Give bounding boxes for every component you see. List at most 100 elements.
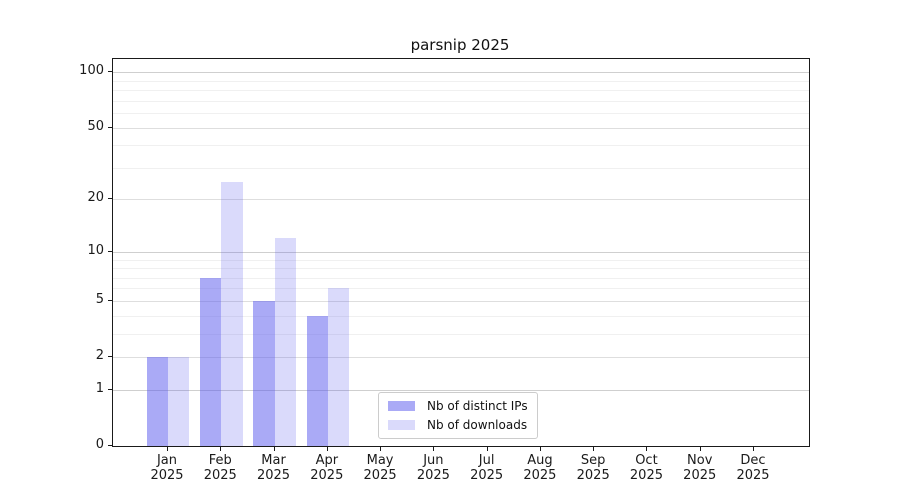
gridline-minor-40 <box>113 145 809 147</box>
y-tick-label-20: 20 <box>87 190 104 206</box>
x-tick-apr <box>326 447 328 451</box>
bar-nb-of-downloads-jan <box>168 357 190 446</box>
x-tick-label-year: 2025 <box>683 468 717 483</box>
y-tick-10 <box>108 250 112 252</box>
x-tick-jan <box>167 447 168 451</box>
gridline-10 <box>113 251 809 253</box>
x-tick-label-year: 2025 <box>310 468 344 483</box>
plot-area: Nb of distinct IPs Nb of downloads <box>112 58 810 447</box>
x-tick-label-month: Apr <box>315 453 339 468</box>
x-tick-label-year: 2025 <box>629 468 663 483</box>
x-tick-label-month: Oct <box>635 453 658 468</box>
x-tick-label-nov: Nov 2025 <box>660 453 740 483</box>
x-tick-feb <box>220 447 222 451</box>
gridline-minor-4 <box>113 315 809 317</box>
chart-title: parsnip 2025 <box>410 36 510 54</box>
x-tick-mar <box>273 447 275 451</box>
gridline-minor-9 <box>113 259 809 261</box>
gridline-minor-6 <box>113 288 809 290</box>
x-tick-label-year: 2025 <box>523 468 557 483</box>
x-tick-label-jul: Jul 2025 <box>447 453 527 483</box>
y-tick-5 <box>108 299 112 301</box>
y-tick-label-100: 100 <box>79 63 104 79</box>
gridline-2 <box>113 357 809 359</box>
gridline-minor-60 <box>113 113 809 115</box>
gridline-minor-70 <box>113 100 809 102</box>
y-tick-2 <box>108 356 112 358</box>
gridline-minor-30 <box>113 167 809 169</box>
x-tick-aug <box>539 447 541 451</box>
bar-nb-of-distinct-ips-apr <box>306 315 328 446</box>
x-tick-label-year: 2025 <box>150 468 184 483</box>
x-tick-label-month: Jul <box>478 453 495 468</box>
legend-label-downloads: Nb of downloads <box>427 418 528 432</box>
legend-label-distinct-ips: Nb of distinct IPs <box>427 399 528 413</box>
x-tick-label-aug: Aug 2025 <box>500 453 580 483</box>
x-tick-label-month: Nov <box>687 453 713 468</box>
x-tick-label-year: 2025 <box>576 468 610 483</box>
x-tick-may <box>380 447 382 451</box>
x-tick-label-month: Feb <box>208 453 232 468</box>
legend-swatch-distinct-ips <box>388 401 415 411</box>
bar-nb-of-distinct-ips-jan <box>146 357 168 446</box>
gridline-20 <box>113 199 809 201</box>
x-tick-jun <box>433 447 435 451</box>
x-tick-label-month: Dec <box>740 453 766 468</box>
x-tick-label-may: May 2025 <box>340 453 420 483</box>
x-tick-nov <box>699 447 701 451</box>
legend: Nb of distinct IPs Nb of downloads <box>378 392 538 439</box>
gridline-minor-80 <box>113 90 809 92</box>
y-tick-0 <box>108 445 112 446</box>
y-tick-50 <box>108 126 112 128</box>
y-tick-100 <box>108 71 112 73</box>
y-tick-label-5: 5 <box>95 291 104 307</box>
gridline-minor-90 <box>113 80 809 82</box>
x-tick-label-month: Mar <box>261 453 286 468</box>
x-tick-label-year: 2025 <box>416 468 450 483</box>
x-tick-label-jan: Jan 2025 <box>127 453 207 483</box>
y-tick-label-10: 10 <box>87 242 104 258</box>
x-tick-label-oct: Oct 2025 <box>606 453 686 483</box>
gridline-minor-7 <box>113 277 809 279</box>
x-tick-label-month: Jan <box>156 453 178 468</box>
x-tick-label-apr: Apr 2025 <box>287 453 367 483</box>
x-tick-sep <box>593 447 595 451</box>
gridline-100 <box>113 72 809 74</box>
gridline-minor-3 <box>113 333 809 335</box>
legend-row-distinct-ips: Nb of distinct IPs <box>388 399 528 413</box>
x-tick-label-month: Jun <box>423 453 444 468</box>
x-tick-label-year: 2025 <box>363 468 397 483</box>
y-tick-label-0: 0 <box>95 437 104 452</box>
gridline-1 <box>113 389 809 391</box>
y-tick-1 <box>108 388 112 390</box>
x-tick-label-feb: Feb 2025 <box>180 453 260 483</box>
bar-nb-of-distinct-ips-mar <box>253 300 275 446</box>
x-tick-label-year: 2025 <box>256 468 291 483</box>
bar-nb-of-distinct-ips-feb <box>199 277 222 446</box>
x-tick-label-dec: Dec 2025 <box>713 453 793 483</box>
gridline-5 <box>113 300 809 302</box>
x-tick-label-month: Sep <box>580 453 606 468</box>
x-tick-jul <box>486 447 488 451</box>
x-tick-label-sep: Sep 2025 <box>553 453 633 483</box>
bar-nb-of-downloads-apr <box>327 288 350 446</box>
legend-swatch-downloads <box>388 420 415 430</box>
y-tick-label-1: 1 <box>95 380 104 396</box>
y-tick-label-2: 2 <box>95 348 104 364</box>
gridline-minor-8 <box>113 268 809 270</box>
bar-nb-of-downloads-mar <box>274 238 296 446</box>
x-tick-label-year: 2025 <box>203 468 237 483</box>
x-tick-label-year: 2025 <box>736 468 770 483</box>
gridline-50 <box>113 127 809 129</box>
legend-row-downloads: Nb of downloads <box>388 418 528 432</box>
x-tick-dec <box>753 447 754 451</box>
y-tick-20 <box>108 198 112 200</box>
x-tick-label-year: 2025 <box>470 468 504 483</box>
x-tick-label-month: May <box>366 453 394 468</box>
x-tick-label-month: Aug <box>527 453 553 468</box>
x-tick-oct <box>646 447 648 451</box>
y-tick-label-50: 50 <box>87 118 104 134</box>
bar-nb-of-downloads-feb <box>221 182 243 446</box>
x-tick-label-jun: Jun 2025 <box>393 453 473 483</box>
